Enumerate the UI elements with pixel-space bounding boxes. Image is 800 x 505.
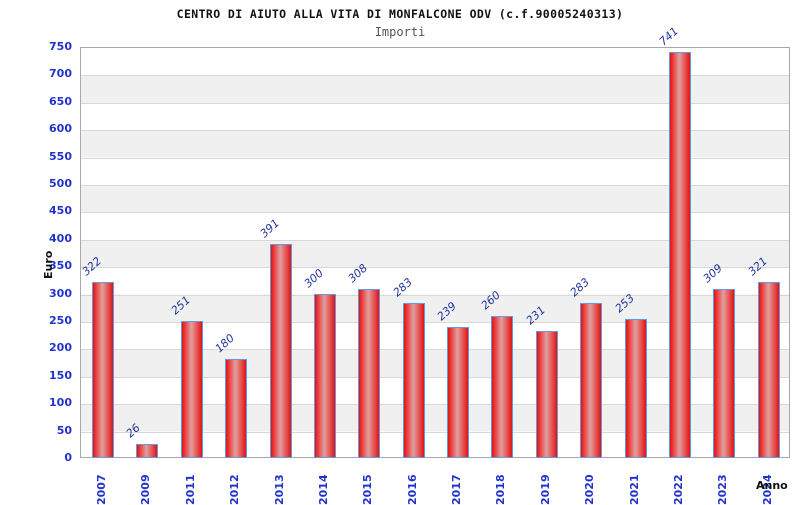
gridline xyxy=(81,239,789,241)
y-tick-label: 150 xyxy=(49,368,72,382)
x-tick-label: 2016 xyxy=(405,474,419,505)
x-tick-label: 2022 xyxy=(671,474,685,505)
y-tick-label: 450 xyxy=(49,204,72,218)
bar xyxy=(491,315,514,458)
x-tick-label: 2023 xyxy=(716,474,730,505)
bar xyxy=(668,51,691,458)
y-tick-label: 300 xyxy=(49,286,72,300)
chart-title: CENTRO DI AIUTO ALLA VITA DI MONFALCONE … xyxy=(176,7,624,21)
x-tick-label: 2017 xyxy=(450,474,464,505)
bar xyxy=(535,331,558,458)
x-tick-label: 2019 xyxy=(538,474,552,505)
gridline xyxy=(81,376,789,378)
gridline xyxy=(81,212,789,214)
gridline xyxy=(81,130,789,132)
y-tick-label: 600 xyxy=(49,122,72,136)
y-tick-label: 400 xyxy=(49,231,72,245)
gridline xyxy=(81,404,789,406)
x-tick-label: 2020 xyxy=(583,474,597,505)
gridline xyxy=(81,102,789,104)
bar xyxy=(136,443,159,458)
bar xyxy=(580,302,603,458)
y-tick-label: 550 xyxy=(49,149,72,163)
bar xyxy=(713,288,736,458)
y-tick-label: 200 xyxy=(49,341,72,355)
bar xyxy=(757,282,780,458)
bar xyxy=(402,302,425,458)
x-tick-label: 2011 xyxy=(183,474,197,505)
bar xyxy=(358,289,381,458)
bar xyxy=(225,359,248,458)
chart-subtitle: Importi xyxy=(374,25,426,39)
y-tick-label: 750 xyxy=(49,40,72,53)
bar xyxy=(269,243,292,458)
x-tick-label: 2012 xyxy=(228,474,242,505)
bar xyxy=(624,319,647,458)
y-tick-label: 700 xyxy=(49,67,72,81)
y-tick-label: 500 xyxy=(49,177,72,190)
y-tick-label: 350 xyxy=(49,259,72,273)
bar xyxy=(92,281,115,458)
y-tick-label: 650 xyxy=(49,94,72,108)
x-tick-label: 2021 xyxy=(627,474,641,505)
gridline xyxy=(81,431,789,433)
y-tick-label: 0 xyxy=(64,451,72,464)
x-axis-title: Anno xyxy=(756,479,788,492)
x-tick-label: 2018 xyxy=(494,474,508,505)
x-tick-label: 2013 xyxy=(272,474,286,505)
bar xyxy=(447,327,470,458)
bar xyxy=(180,320,203,458)
y-tick-label: 100 xyxy=(49,396,72,410)
x-tick-label: 2015 xyxy=(361,474,375,505)
gridline xyxy=(81,349,789,351)
gridline xyxy=(81,185,789,186)
y-axis-title: Euro xyxy=(42,250,55,279)
gridline xyxy=(81,157,789,159)
gridline xyxy=(81,294,789,296)
y-tick-label: 50 xyxy=(56,423,72,437)
gridline xyxy=(81,267,789,269)
x-tick-label: 2014 xyxy=(316,474,330,505)
bar xyxy=(313,293,336,458)
gridline xyxy=(81,322,789,323)
x-tick-label: 2007 xyxy=(95,474,109,505)
x-tick-label: 2009 xyxy=(139,474,153,505)
gridline xyxy=(81,75,789,77)
y-tick-label: 250 xyxy=(49,314,72,327)
